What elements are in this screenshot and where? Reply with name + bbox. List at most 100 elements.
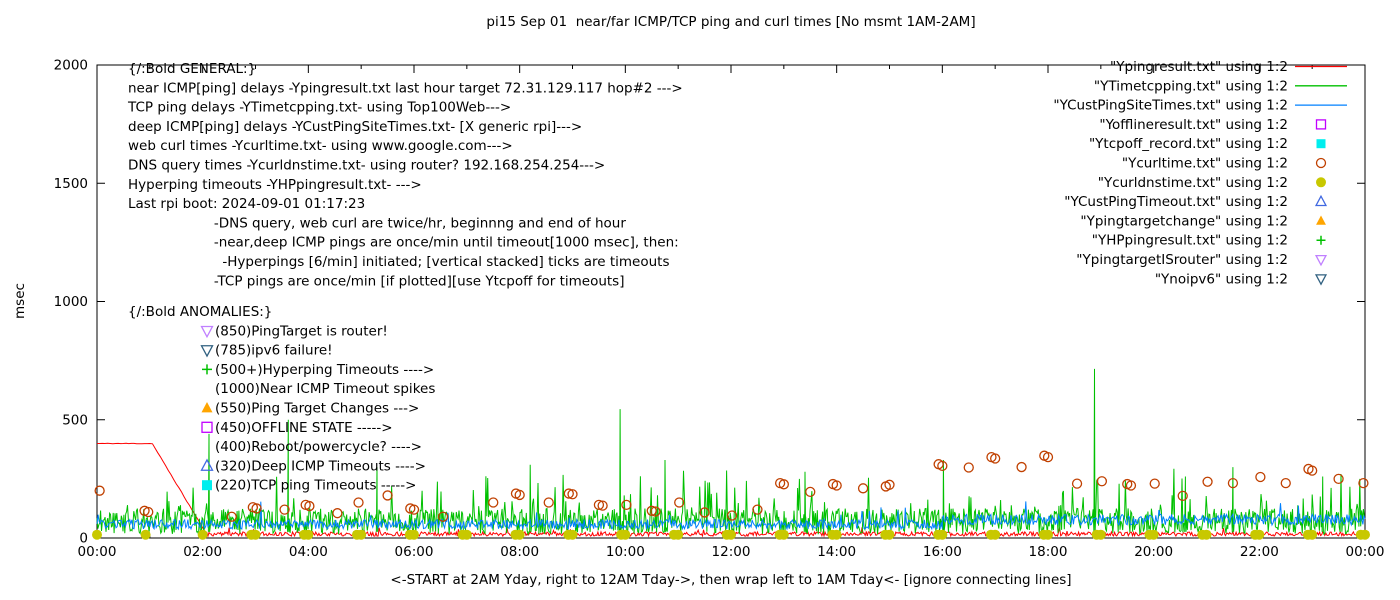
legend-label: "YCustPingSiteTimes.txt" using 1:2 — [1053, 98, 1288, 114]
circle-filled-marker — [778, 529, 789, 540]
annotation-anomalies: {/:Bold ANOMALIES:} (850)PingTarget is ro… — [128, 304, 435, 494]
circle-filled-marker — [92, 529, 102, 540]
anomaly-line: (500+)Hyperping Timeouts ----> — [215, 362, 434, 378]
square-filled-marker — [1316, 139, 1326, 149]
y-tick-label: 0 — [79, 531, 88, 547]
x-tick-label: 12:00 — [712, 544, 751, 560]
circle-open-marker — [1096, 476, 1108, 487]
circle-filled-marker — [673, 529, 684, 540]
general-line: TCP ping delays -YTimetcpping.txt- using… — [127, 100, 511, 116]
legend-label: "Ynoipv6" using 1:2 — [1155, 271, 1288, 287]
circle-open-marker — [1149, 478, 1160, 489]
circle-open-marker — [1333, 473, 1344, 485]
x-tick-label: 08:00 — [500, 544, 539, 560]
x-tick-label: 10:00 — [606, 544, 645, 560]
legend-entry-Ytcpoff_record: "Ytcpoff_record.txt" using 1:2 — [1089, 136, 1326, 152]
circle-open-marker — [1016, 461, 1027, 473]
legend-label: "Ycurldnstime.txt" using 1:2 — [1098, 175, 1288, 191]
anomaly-line: (550)Ping Target Changes ---> — [215, 401, 419, 417]
annotation-general: {/:Bold GENERAL:} near ICMP[ping] delays … — [127, 61, 683, 289]
circle-filled-marker — [356, 529, 367, 540]
general-line: Last rpi boot: 2024-09-01 01:17:23 — [128, 196, 365, 212]
general-line: -TCP pings are once/min [if plotted][use… — [128, 273, 624, 289]
circle-open-marker — [226, 511, 237, 522]
plus-marker — [1316, 235, 1326, 245]
circle-open-marker — [1042, 451, 1054, 463]
circle-open-marker — [593, 499, 605, 511]
circle-open-marker — [563, 488, 574, 499]
x-tick-label: 04:00 — [289, 544, 328, 560]
circle-filled-marker — [937, 529, 948, 540]
circle-open-marker — [752, 504, 763, 515]
legend-entry-YHPpingresult: "YHPpingresult.txt" using 1:2 — [1092, 233, 1326, 249]
circle-open-marker — [699, 507, 710, 518]
x-tick-label: 22:00 — [1240, 544, 1279, 560]
circle-open-marker — [279, 504, 290, 515]
circle-open-marker — [94, 485, 105, 496]
triangle-down-open-marker — [1314, 254, 1328, 267]
circle-filled-marker — [831, 529, 842, 540]
circle-filled-marker — [726, 529, 736, 540]
circle-open-marker — [1071, 478, 1083, 489]
circle-open-marker — [1202, 476, 1213, 487]
legend-entry-Ypingresult: "Ypingresult.txt" using 1:2 — [1110, 59, 1347, 75]
circle-open-marker — [621, 499, 632, 511]
general-line: web curl times -Ycurltime.txt- using www… — [128, 138, 513, 154]
general-line: Hyperping timeouts -YHPpingresult.txt- -… — [128, 177, 422, 193]
circle-open-marker — [1255, 471, 1266, 483]
legend-label: "Ycurltime.txt" using 1:2 — [1122, 156, 1288, 172]
circle-filled-marker — [409, 529, 419, 540]
circle-open-marker — [437, 511, 449, 522]
circle-open-marker — [1315, 157, 1327, 169]
circle-open-marker — [251, 503, 262, 514]
legend-entry-Ycurldnstime: "Ycurldnstime.txt" using 1:2 — [1098, 175, 1326, 191]
x-tick-label: 00:00 — [78, 544, 117, 560]
square-open-marker — [201, 421, 213, 433]
legend-entry-Ypingtargetchange: "Ypingtargetchange" using 1:2 — [1080, 213, 1326, 229]
circle-filled-marker — [140, 529, 151, 540]
circle-filled-marker — [1254, 529, 1265, 540]
triangle-down-open-marker — [1314, 274, 1328, 286]
anomaly-line: (220)TCP ping Timeouts -----> — [215, 478, 417, 494]
circle-filled-marker — [1307, 529, 1318, 540]
x-tick-label: 14:00 — [817, 544, 856, 560]
circle-open-marker — [1177, 490, 1188, 502]
x-tick-label: 00:00 — [1346, 544, 1385, 560]
x-tick-label: 06:00 — [395, 544, 434, 560]
circle-open-marker — [143, 506, 154, 518]
anomaly-line: (785)ipv6 failure! — [215, 343, 333, 359]
anomaly-line: (400)Reboot/powercycle? ----> — [215, 439, 422, 455]
circle-open-marker — [567, 489, 578, 500]
legend-label: "Ypingtargetchange" using 1:2 — [1080, 213, 1288, 229]
general-line: near ICMP[ping] delays -Ypingresult.txt … — [128, 80, 683, 96]
x-tick-label: 18:00 — [1029, 544, 1068, 560]
circle-open-marker — [646, 505, 657, 516]
legend-label: "Yofflineresult.txt" using 1:2 — [1099, 117, 1288, 133]
circle-filled-marker — [1201, 529, 1212, 540]
circle-open-marker — [514, 489, 525, 501]
general-line: {/:Bold GENERAL:} — [128, 61, 256, 77]
general-line: -near,deep ICMP pings are once/min until… — [128, 235, 679, 251]
circle-open-marker — [963, 462, 974, 473]
circle-filled-marker — [250, 529, 261, 540]
circle-open-marker — [1358, 477, 1369, 489]
anomaly-line: (320)Deep ICMP Timeouts ----> — [215, 458, 426, 474]
anomaly-line: (850)PingTarget is router! — [215, 323, 388, 339]
legend-label: "Ytcpoff_record.txt" using 1:2 — [1089, 136, 1288, 152]
series-Ycurldnstime — [92, 529, 1370, 540]
circle-open-marker — [304, 500, 315, 512]
circle-filled-marker — [884, 529, 895, 540]
circle-filled-marker — [1148, 529, 1159, 540]
circle-filled-marker — [990, 529, 1001, 540]
triangle-up-filled-marker — [1316, 215, 1326, 225]
general-line: DNS query times -Ycurldnstime.txt- using… — [128, 158, 605, 174]
x-tick-label: 20:00 — [1134, 544, 1173, 560]
y-tick-label: 1000 — [54, 294, 88, 310]
circle-open-marker — [726, 510, 738, 521]
circle-open-marker — [831, 480, 842, 491]
series-YCustPingSiteTimes — [96, 501, 1366, 531]
circle-filled-marker — [620, 529, 631, 540]
circle-open-marker — [778, 479, 789, 490]
legend-entry-YpingtargetISrouter: "YpingtargetISrouter" using 1:2 — [1076, 252, 1328, 268]
circle-open-marker — [597, 500, 608, 511]
